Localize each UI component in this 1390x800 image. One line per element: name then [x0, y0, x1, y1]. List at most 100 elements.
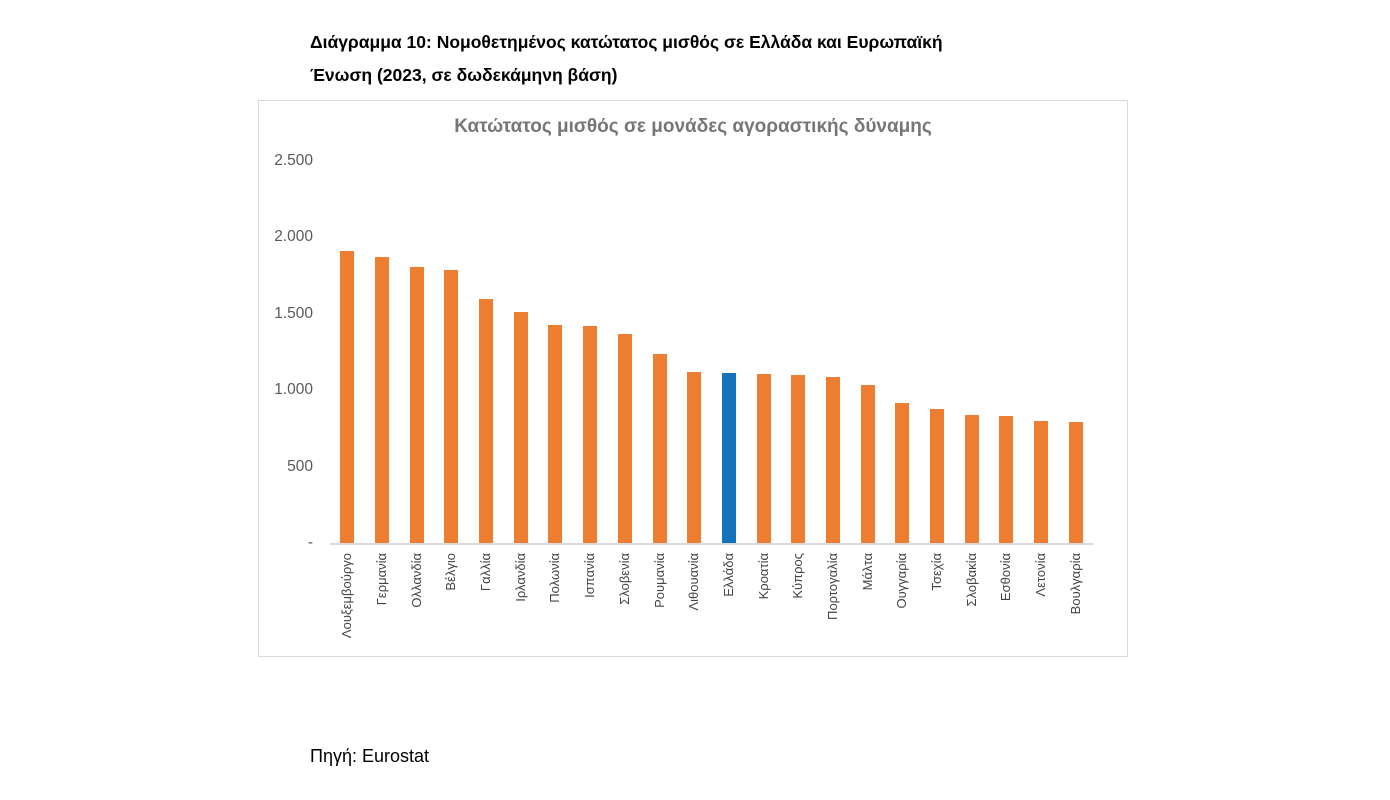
- x-axis-label: Λουξεμβούργο: [339, 553, 355, 639]
- x-label-slot: Βέλγιο: [434, 553, 469, 638]
- x-axis-label: Ουγγαρία: [894, 553, 910, 609]
- x-axis-label: Μάλτα: [859, 553, 875, 591]
- chart-bar: [583, 326, 598, 543]
- x-label-slot: Εσθονία: [989, 553, 1024, 638]
- y-axis-tick-label: 500: [287, 457, 313, 475]
- x-axis-label: Κροατία: [755, 553, 771, 600]
- chart-bar: [687, 371, 702, 543]
- bar-slot: [469, 161, 504, 543]
- x-axis-label: Σλοβακία: [963, 553, 979, 607]
- x-axis-label: Ελλάδα: [720, 553, 736, 597]
- x-axis-label: Βέλγιο: [443, 553, 459, 591]
- bar-slot: [920, 161, 955, 543]
- chart-bar: [756, 374, 771, 543]
- x-label-slot: Ελλάδα: [712, 553, 747, 638]
- chart-bar: [548, 325, 563, 543]
- bar-slot: [1058, 161, 1093, 543]
- x-label-slot: Τσεχία: [920, 553, 955, 638]
- x-axis-label: Γερμανία: [374, 553, 390, 606]
- chart-bar: [652, 353, 667, 543]
- x-label-slot: Κροατία: [746, 553, 781, 638]
- x-axis-label: Κύπρος: [790, 553, 806, 599]
- chart-frame: Κατώτατος μισθός σε μονάδες αγοραστικής …: [258, 100, 1128, 657]
- bar-slot: [538, 161, 573, 543]
- bar-slot: [781, 161, 816, 543]
- chart-bar: [930, 409, 945, 543]
- bar-slot: [816, 161, 851, 543]
- x-label-slot: Ουγγαρία: [885, 553, 920, 638]
- source-note: Πηγή: Eurostat: [310, 746, 430, 766]
- x-label-slot: Γαλλία: [469, 553, 504, 638]
- bar-slot: [712, 161, 747, 543]
- x-label-slot: Πορτογαλία: [816, 553, 851, 638]
- y-axis-tick-label: 2.000: [274, 228, 313, 246]
- chart-bar: [1068, 421, 1083, 543]
- x-label-slot: Λετονία: [1024, 553, 1059, 638]
- chart-bar: [1034, 421, 1049, 543]
- chart-bar: [791, 375, 806, 543]
- bar-slot: [330, 161, 365, 543]
- chart-bar: [513, 312, 528, 543]
- x-label-slot: Σλοβακία: [954, 553, 989, 638]
- x-axis-label: Βουλγαρία: [1067, 553, 1083, 615]
- chart-bar: [617, 333, 632, 543]
- x-label-slot: Ισπανία: [573, 553, 608, 638]
- y-axis-tick-label: 1.000: [274, 381, 313, 399]
- chart-bar: [340, 251, 355, 543]
- chart-bar: [479, 298, 494, 543]
- bar-slot: [1024, 161, 1059, 543]
- x-label-slot: Βουλγαρία: [1058, 553, 1093, 638]
- bar-slot: [885, 161, 920, 543]
- bar-slot: [608, 161, 643, 543]
- x-label-slot: Μάλτα: [850, 553, 885, 638]
- x-axis-label: Σλοβενία: [616, 553, 632, 605]
- x-axis-label: Ολλανδία: [408, 553, 424, 608]
- bar-slot: [677, 161, 712, 543]
- x-label-slot: Ιρλανδία: [503, 553, 538, 638]
- bar-slot: [399, 161, 434, 543]
- chart-bar: [825, 376, 840, 543]
- document-title-line-2: Ένωση (2023, σε δωδεκάμηνη βάση): [310, 65, 618, 85]
- chart-bar-highlighted: [721, 373, 736, 543]
- y-axis-tick-label: 1.500: [274, 304, 313, 322]
- x-label-slot: Κύπρος: [781, 553, 816, 638]
- bar-slot: [503, 161, 538, 543]
- chart-bar: [999, 416, 1014, 543]
- y-axis: 2.500 2.000 1.500 1.000 500 -: [259, 101, 313, 656]
- bar-slot: [434, 161, 469, 543]
- chart-bar: [444, 270, 459, 543]
- x-axis-label: Τσεχία: [929, 553, 945, 591]
- chart-title: Κατώτατος μισθός σε μονάδες αγοραστικής …: [454, 116, 932, 137]
- chart-bar: [895, 403, 910, 543]
- document-title-line-1: Διάγραμμα 10: Νομοθετημένος κατώτατος μι…: [310, 32, 943, 52]
- bar-slot: [989, 161, 1024, 543]
- chart-bar: [375, 257, 390, 543]
- x-axis-label: Ρουμανία: [651, 553, 667, 608]
- x-label-slot: Πολωνία: [538, 553, 573, 638]
- y-axis-tick-label: -: [307, 534, 313, 551]
- x-label-slot: Λουξεμβούργο: [330, 553, 365, 638]
- x-axis-label: Εσθονία: [998, 553, 1014, 602]
- bar-slot: [573, 161, 608, 543]
- x-label-slot: Ολλανδία: [399, 553, 434, 638]
- document-title: Διάγραμμα 10: Νομοθετημένος κατώτατος μι…: [310, 26, 1050, 92]
- x-label-slot: Ρουμανία: [642, 553, 677, 638]
- x-label-slot: Γερμανία: [365, 553, 400, 638]
- x-axis-label: Πορτογαλία: [824, 553, 840, 620]
- x-axis-label: Ιρλανδία: [512, 553, 528, 602]
- chart-bar: [964, 415, 979, 543]
- x-label-slot: Σλοβενία: [608, 553, 643, 638]
- x-axis-labels: Λουξεμβούργο Γερμανία Ολλανδία Βέλγιο Γαλλία…: [330, 553, 1093, 638]
- x-axis-label: Ισπανία: [582, 553, 598, 598]
- y-axis-tick-label: 2.500: [274, 152, 313, 169]
- bar-slot: [954, 161, 989, 543]
- x-axis-line: [330, 543, 1093, 545]
- plot-area: [330, 161, 1093, 543]
- bar-slot: [642, 161, 677, 543]
- bar-slot: [746, 161, 781, 543]
- chart-bar: [409, 267, 424, 543]
- x-axis-label: Πολωνία: [547, 553, 563, 603]
- x-axis-label: Λετονία: [1033, 553, 1049, 597]
- x-label-slot: Λιθουανία: [677, 553, 712, 638]
